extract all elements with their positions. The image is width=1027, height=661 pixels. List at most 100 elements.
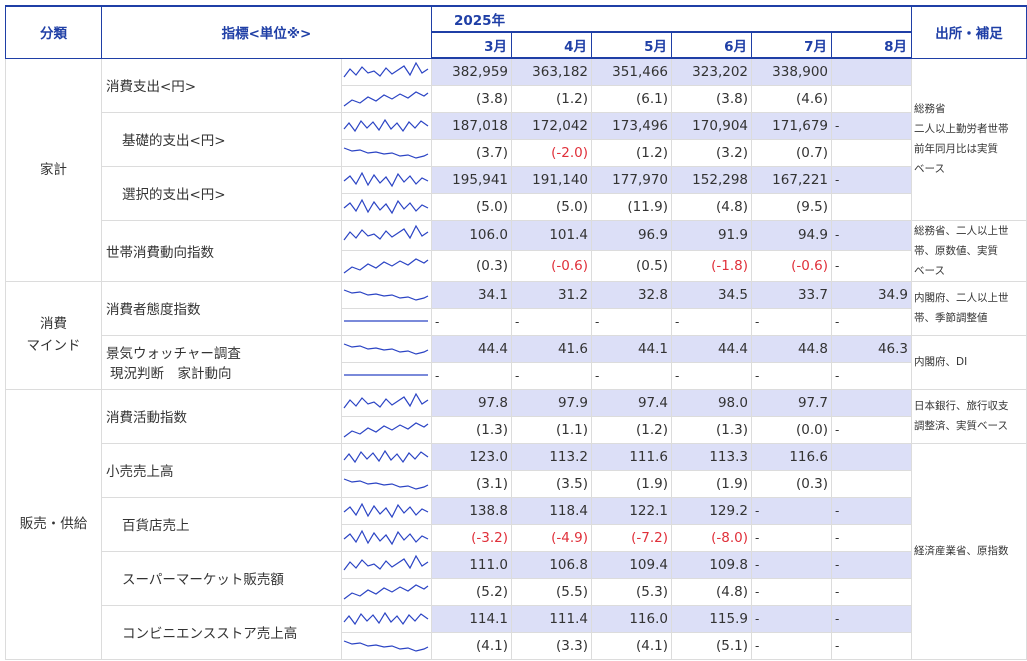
change-cell: (-8.0)	[671, 523, 752, 552]
sparkline	[343, 611, 429, 625]
change-cell: -	[830, 577, 913, 606]
header-year: 2025年	[430, 5, 913, 33]
header-month: 3月	[431, 31, 512, 59]
change-cell: (6.1)	[591, 84, 672, 113]
sparkline	[343, 118, 429, 132]
change-cell: (0.7)	[751, 138, 832, 167]
value-cell: -	[751, 496, 832, 525]
indicator-label: 景気ウォッチャー調査	[106, 346, 241, 362]
sparkline	[343, 61, 429, 77]
value-cell: -	[830, 604, 913, 633]
source-note: 経済産業省、原指数	[911, 442, 1027, 660]
value-cell: 106.0	[431, 219, 512, 251]
sparkline	[343, 198, 429, 214]
value-cell: 195,941	[431, 165, 512, 194]
table-row: (5.0) (5.0) (11.9) (4.8) (9.5)	[6, 192, 1027, 221]
value-cell: 116.6	[751, 442, 832, 471]
table-row: (5.2) (5.5) (5.3) (4.8) - -	[6, 577, 1027, 606]
change-cell: (3.3)	[511, 631, 592, 660]
change-cell: (9.5)	[751, 192, 832, 221]
sparkline-cell	[341, 334, 432, 363]
value-cell: 113.2	[511, 442, 592, 471]
change-cell: -	[751, 577, 832, 606]
table-row: (1.3) (1.1) (1.2) (1.3) (0.0) -	[6, 415, 1027, 444]
table-row: ------	[6, 307, 1027, 336]
change-cell: (1.3)	[671, 415, 752, 444]
sparkline-cell	[341, 219, 432, 251]
change-cell: (1.2)	[591, 415, 672, 444]
sparkline-cell	[341, 388, 432, 417]
change-cell: -	[671, 361, 752, 390]
indicator-label: 消費活動指数	[106, 410, 187, 426]
value-cell: -	[830, 165, 913, 194]
value-cell: 91.9	[671, 219, 752, 251]
value-cell: 177,970	[591, 165, 672, 194]
value-cell: 338,900	[751, 57, 832, 86]
source-note: 内閣府、DI	[911, 334, 1027, 390]
sparkline	[343, 288, 429, 301]
value-cell: 191,140	[511, 165, 592, 194]
change-cell: (4.8)	[671, 192, 752, 221]
change-cell: (1.9)	[671, 469, 752, 498]
value-cell: 31.2	[511, 280, 592, 309]
change-cell: (1.2)	[511, 84, 592, 113]
value-cell: 44.1	[591, 334, 672, 363]
value-cell: 113.3	[671, 442, 752, 471]
indicator-name: 消費者態度指数	[101, 280, 342, 336]
indicator-name: 消費支出<円>	[101, 57, 342, 113]
sparkline-cell	[341, 361, 432, 390]
value-cell: 138.8	[431, 496, 512, 525]
change-cell: (3.5)	[511, 469, 592, 498]
table-row: 販売・供給 消費活動指数 97.8 97.9 97.4 98.0 97.7 日本銀行、旅行収支…	[5, 388, 1027, 660]
change-cell: (1.1)	[511, 415, 592, 444]
change-cell: (-4.9)	[511, 523, 592, 552]
value-cell: 114.1	[431, 604, 512, 633]
sparkline	[343, 477, 429, 490]
change-cell: -	[751, 361, 832, 390]
change-cell: -	[830, 307, 913, 336]
indicator-name: 基礎的支出<円>	[101, 111, 342, 167]
source-note: 総務省、二人以上世 帯、原数値、実質 ベース	[911, 219, 1027, 282]
table-row: 基礎的支出<円> 187,018 172,042 173,496 170,904 171,…	[6, 111, 1027, 167]
change-cell: (4.8)	[671, 577, 752, 606]
value-cell: 33.7	[751, 280, 832, 309]
change-cell: (3.7)	[431, 138, 512, 167]
indicator-label: スーパーマーケット販売額	[122, 572, 284, 588]
value-cell: 323,202	[671, 57, 752, 86]
value-cell: 97.8	[431, 388, 512, 417]
sparkline	[343, 449, 429, 463]
header-month: 4月	[511, 31, 592, 59]
change-cell: -	[830, 361, 913, 390]
change-cell: (0.3)	[751, 469, 832, 498]
sparkline-cell	[341, 415, 432, 444]
change-cell: (-0.6)	[751, 250, 832, 282]
source-note: 総務省 二人以上勤労者世帯 前年同月比は実質 ベース	[911, 57, 1027, 221]
change-cell: -	[830, 250, 913, 282]
sparkline-cell	[341, 57, 432, 86]
sparkline	[343, 342, 429, 355]
value-cell	[830, 388, 913, 417]
indicator-table: 分類 指標<単位※> 2025年 出所・補足 3月 4月 5月 6月 7月 8月…	[5, 5, 1027, 660]
header-month: 8月	[830, 31, 913, 59]
value-cell: 34.5	[671, 280, 752, 309]
table-row: 選択的支出<円> 195,941 191,140 177,970 152,298 167,…	[6, 165, 1027, 221]
sparkline	[343, 583, 429, 599]
change-cell: (0.0)	[751, 415, 832, 444]
change-cell: -	[431, 361, 512, 390]
indicator-label: 世帯消費動向指数	[106, 244, 214, 261]
value-cell: 101.4	[511, 219, 592, 251]
change-cell: (-0.6)	[511, 250, 592, 282]
sparkline	[343, 529, 429, 545]
source-note: 内閣府、二人以上世 帯、季節調整値	[911, 280, 1027, 336]
value-cell: 46.3	[830, 334, 913, 363]
change-cell: (3.2)	[671, 138, 752, 167]
sparkline-cell	[341, 496, 432, 525]
value-cell: 187,018	[431, 111, 512, 140]
category-cell: 消費 マインド	[5, 280, 102, 390]
change-cell: (3.8)	[431, 84, 512, 113]
value-cell: 44.4	[671, 334, 752, 363]
change-cell	[830, 138, 913, 167]
value-cell: 363,182	[511, 57, 592, 86]
value-cell: 129.2	[671, 496, 752, 525]
value-cell: 382,959	[431, 57, 512, 86]
